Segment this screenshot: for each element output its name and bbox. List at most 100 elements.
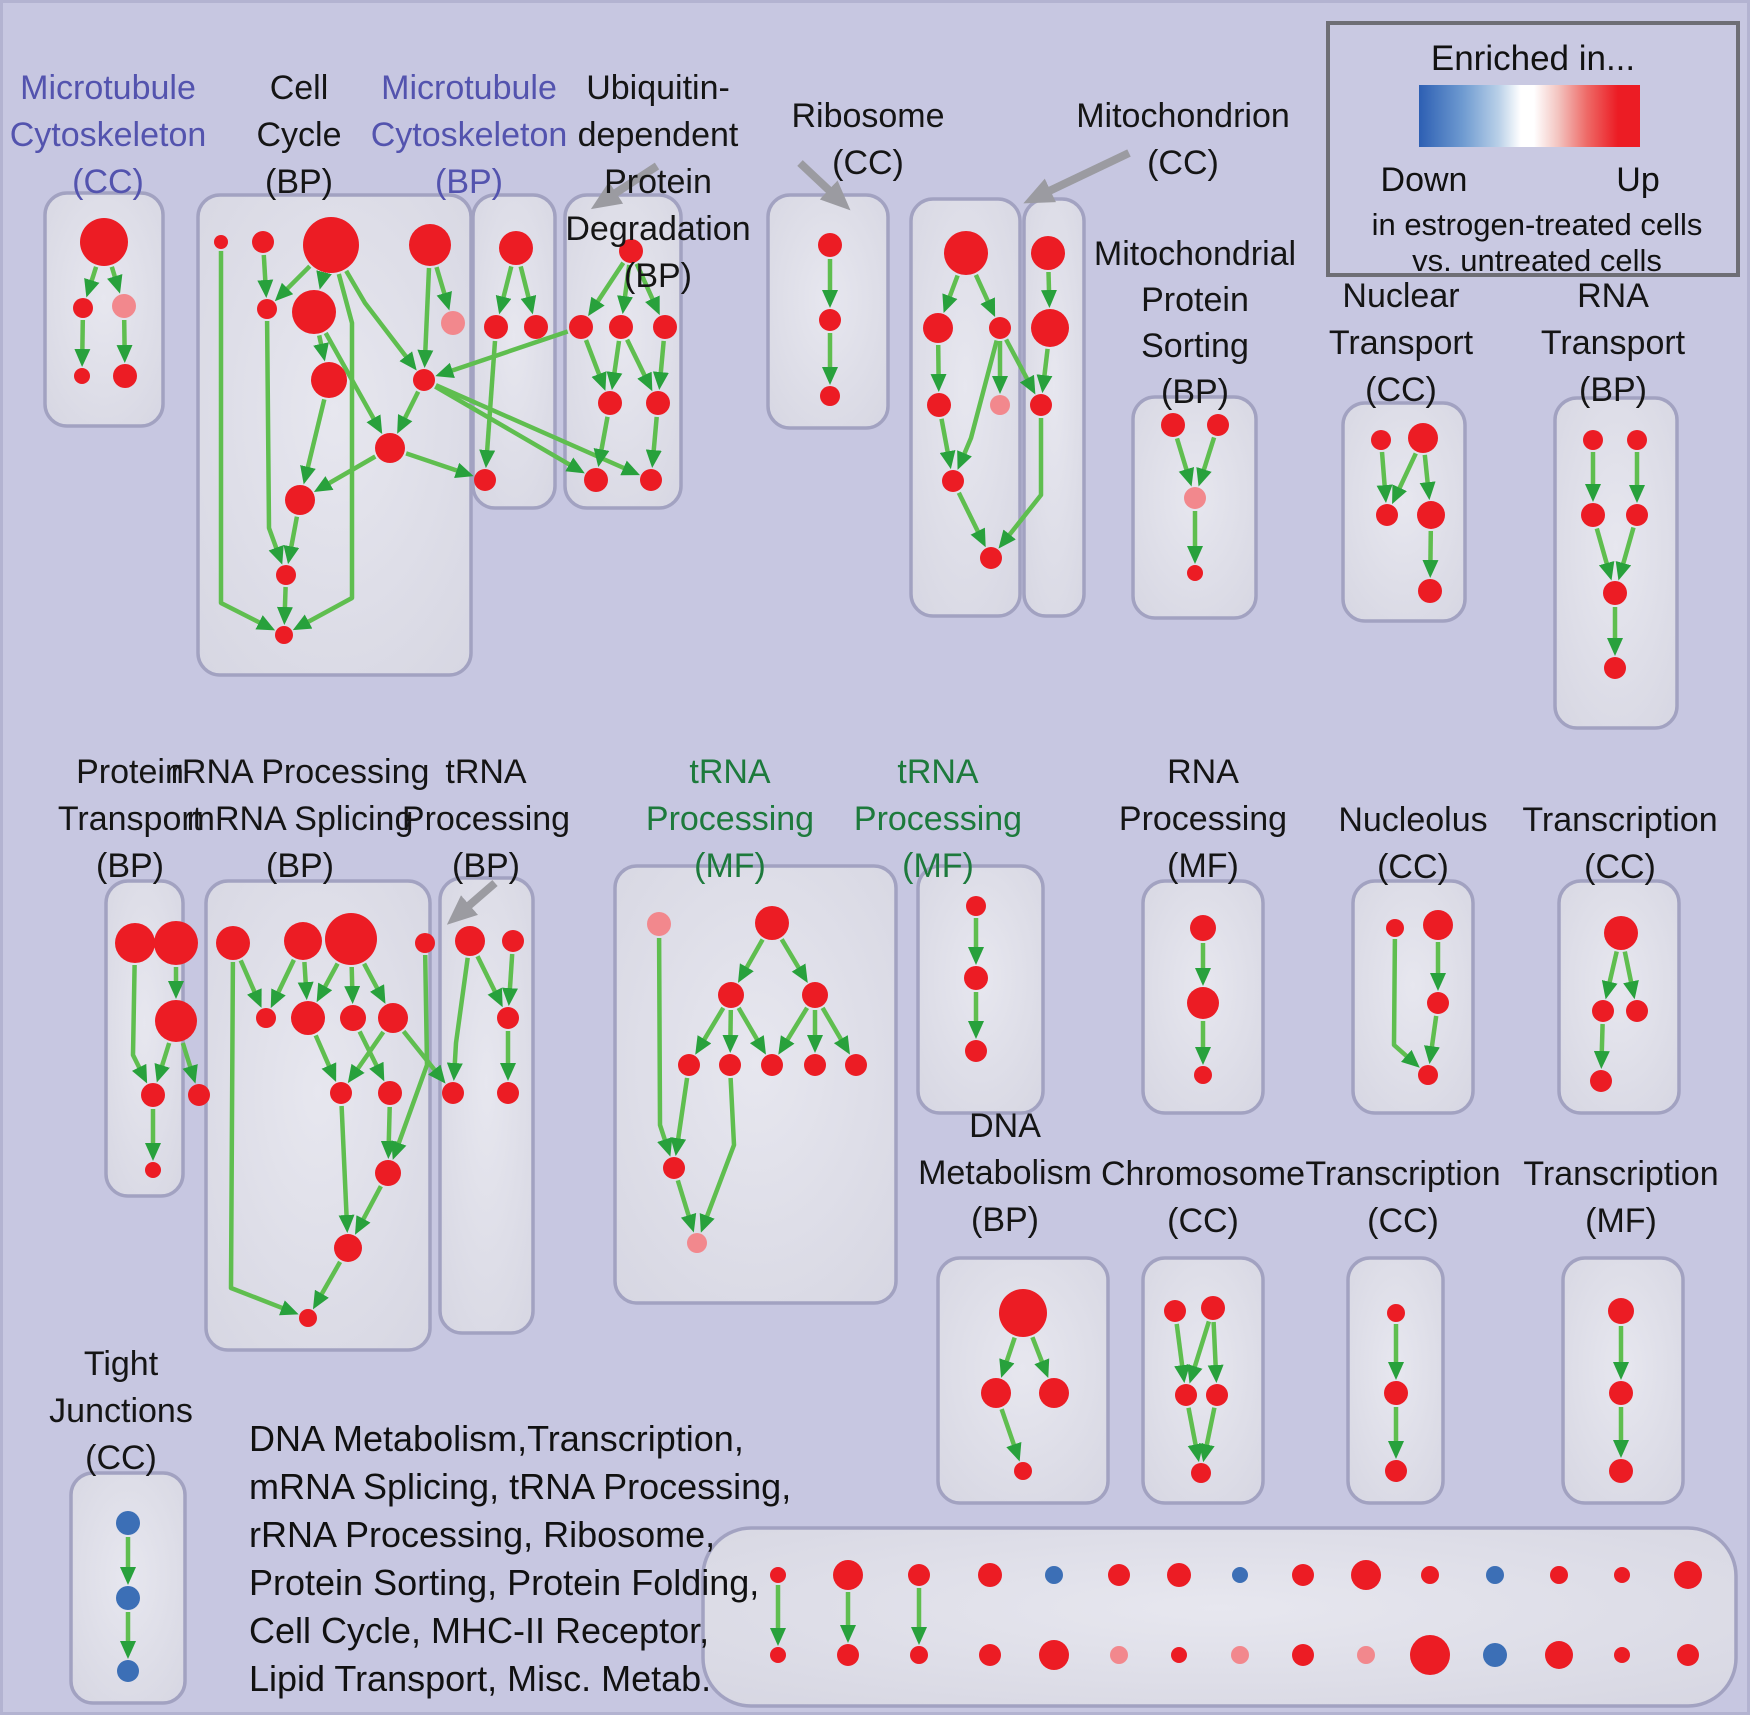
edge-arrow xyxy=(283,516,300,565)
go-term-node xyxy=(663,1157,685,1179)
go-term-node xyxy=(964,966,988,990)
legend-box: Enriched in... Down Up in estrogen-treat… xyxy=(1326,21,1740,278)
go-term-node xyxy=(687,1233,707,1253)
edge-arrow xyxy=(313,454,377,493)
edge-arrow xyxy=(1392,452,1418,505)
legend-title: Enriched in... xyxy=(1430,39,1636,78)
go-term-node xyxy=(980,547,1002,569)
edge-arrow xyxy=(1601,950,1619,1000)
edge-arrow xyxy=(779,938,808,984)
go-term-node xyxy=(653,315,677,339)
go-term-node xyxy=(1423,910,1453,940)
go-term-node xyxy=(1376,504,1398,526)
edge-arrow xyxy=(588,261,626,317)
go-term-node xyxy=(1626,1000,1648,1022)
edge-arrow xyxy=(238,959,262,1008)
go-term-node xyxy=(1581,503,1605,527)
go-term-node xyxy=(678,1054,700,1076)
go-term-node xyxy=(609,315,633,339)
go-term-node xyxy=(1609,1381,1633,1405)
go-term-node xyxy=(276,565,296,585)
go-term-node xyxy=(441,311,465,335)
go-term-node xyxy=(802,982,828,1008)
go-term-node xyxy=(761,1054,783,1076)
dna-metabolism-box xyxy=(936,1256,1110,1505)
go-term-node xyxy=(598,391,622,415)
go-term-node xyxy=(584,468,608,492)
go-term-node xyxy=(1231,1646,1249,1664)
go-term-node xyxy=(340,1005,366,1031)
go-term-node xyxy=(1161,413,1185,437)
legend-gradient-bar xyxy=(1419,85,1640,147)
edge-arrow xyxy=(362,962,386,1004)
misc-text-line: DNA Metabolism,Transcription, xyxy=(249,1418,744,1459)
go-term-node xyxy=(375,433,405,463)
go-term-node xyxy=(845,1054,867,1076)
edge-arrow xyxy=(446,957,470,1081)
edge-arrow xyxy=(297,961,314,1001)
go-term-node xyxy=(833,1560,863,1590)
go-term-node xyxy=(1014,1462,1032,1480)
misc-box xyxy=(701,1526,1738,1708)
edge-arrow xyxy=(323,331,383,435)
label-pointer-arrow xyxy=(446,879,498,925)
go-term-node xyxy=(252,231,274,253)
edge-arrow xyxy=(405,451,474,479)
label-pointer-arrow xyxy=(590,162,660,210)
edge-arrow xyxy=(1419,454,1436,501)
edge-arrow xyxy=(434,384,585,474)
go-term-node xyxy=(819,309,841,331)
edge-arrow xyxy=(645,416,662,469)
go-term-node xyxy=(311,362,347,398)
edge-arrow xyxy=(495,265,514,315)
go-term-node xyxy=(1030,394,1052,416)
nucleolus-box xyxy=(1351,879,1475,1115)
go-term-node xyxy=(216,926,250,960)
edge-arrow xyxy=(583,339,607,391)
go-term-node xyxy=(1384,1381,1408,1405)
go-term-node xyxy=(944,231,988,275)
go-term-node xyxy=(116,1586,140,1610)
legend-subtitle-line1: in estrogen-treated cells xyxy=(1371,207,1703,242)
go-term-node xyxy=(1039,1378,1069,1408)
edge-arrow xyxy=(973,273,996,318)
edge-arrow xyxy=(1186,1407,1204,1463)
go-term-node xyxy=(497,1082,519,1104)
edge-arrow xyxy=(1615,526,1636,581)
edge-arrow xyxy=(1174,1323,1191,1384)
edge-arrow xyxy=(479,340,498,469)
edge-arrow xyxy=(1594,527,1615,581)
go-term-node xyxy=(718,982,744,1008)
edge-arrow xyxy=(300,398,327,485)
go-term-node xyxy=(524,315,548,339)
go-term-node xyxy=(647,912,671,936)
edge-arrow xyxy=(675,1179,697,1233)
go-term-node xyxy=(117,1660,139,1682)
edge-arrow xyxy=(1593,1023,1610,1069)
go-term-node xyxy=(285,485,315,515)
edge-arrow xyxy=(1174,437,1194,487)
misc-text-line: rRNA Processing, Ribosome, xyxy=(249,1514,716,1555)
go-term-node xyxy=(1187,565,1203,581)
go-term-node xyxy=(415,933,435,953)
misc-text-line: Lipid Transport, Misc. Metab. xyxy=(249,1658,712,1699)
go-term-node xyxy=(214,235,228,249)
edge-arrow xyxy=(999,1408,1022,1462)
go-term-node xyxy=(299,1309,317,1327)
go-term-node xyxy=(413,369,435,391)
go-term-node xyxy=(80,218,128,266)
go-term-node xyxy=(474,469,496,491)
legend-down-label: Down xyxy=(1380,161,1468,199)
edge-arrow xyxy=(218,251,276,631)
edge-arrow xyxy=(391,954,430,1160)
edge-arrow xyxy=(1187,1320,1212,1384)
edge-arrow xyxy=(292,273,355,631)
edge-arrow xyxy=(338,1105,355,1233)
edge-arrow xyxy=(130,964,148,1084)
edge-arrow xyxy=(1036,348,1053,394)
go-term-node xyxy=(145,1162,161,1178)
go-term-node xyxy=(1357,1646,1375,1664)
edge-arrow xyxy=(1391,938,1420,1068)
misc-text-line: mRNA Splicing, tRNA Processing, xyxy=(249,1466,792,1507)
go-term-node xyxy=(1550,1566,1568,1584)
